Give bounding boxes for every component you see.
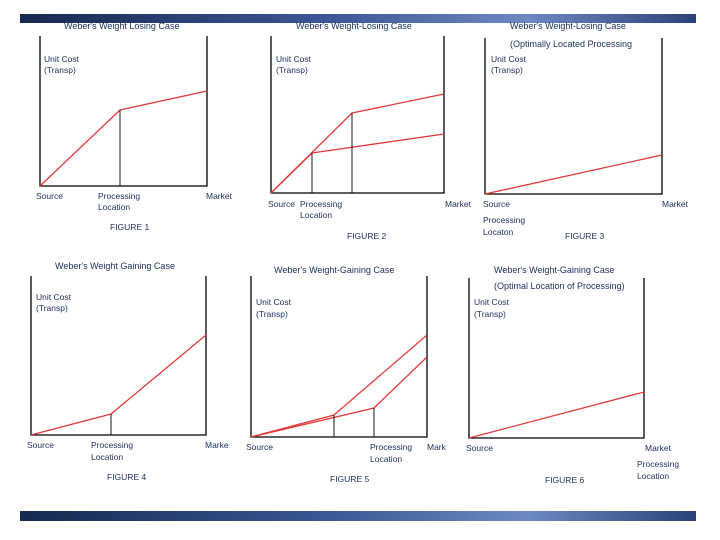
figure-5-cost-line-alternative [250, 334, 428, 438]
figure-1-caption: FIGURE 1 [110, 222, 149, 232]
figure-2-market-label: Market [445, 199, 472, 209]
figure-5-source-label: Source [246, 442, 273, 452]
figure-1-source-label: Source [36, 191, 63, 201]
figure-2: Weber's Weight-Losing Case Unit Cost (Tr… [268, 21, 472, 241]
figure-5-cost-line-optimal [250, 356, 428, 438]
figure-3-cost-line [484, 154, 663, 195]
figure-6-processing-label-2: Location [637, 471, 669, 481]
figure-4-processing-label-2: Location [91, 452, 123, 462]
figure-1-title: Weber's Weight Losing Case [64, 21, 179, 31]
figure-1-processing-label-1: Processing [98, 191, 140, 201]
figure-2-ylabel-line1: Unit Cost [276, 54, 312, 64]
figure-5-processing-label-2: Location [370, 454, 402, 464]
figure-5-processing-label-1: Processing [370, 442, 412, 452]
figure-4-source-label: Source [27, 440, 54, 450]
figure-5-market-label: Mark [427, 442, 447, 452]
figure-6-cost-line [468, 391, 645, 439]
figure-5-ylabel-line2: (Transp) [256, 309, 288, 319]
figure-4-ylabel-line2: (Transp) [36, 303, 68, 313]
figure-3-axes [484, 38, 663, 195]
figure-3-ylabel-line2: (Transp) [491, 65, 523, 75]
figure-3-source-label: Source [483, 199, 510, 209]
figure-4-ylabel-line1: Unit Cost [36, 292, 72, 302]
figure-6-ylabel-line1: Unit Cost [474, 297, 510, 307]
figure-2-cost-line-upper [270, 93, 445, 194]
figure-4-market-label: Marke [205, 440, 229, 450]
top-decorative-band [20, 14, 696, 23]
figure-6-source-label: Source [466, 443, 493, 453]
figure-1-ylabel-line1: Unit Cost [44, 54, 80, 64]
figure-2-title: Weber's Weight-Losing Case [296, 21, 412, 31]
figure-2-axes [270, 36, 445, 194]
figure-5: Weber's Weight-Gaining Case Unit Cost (T… [246, 265, 447, 484]
figure-1-ylabel-line2: (Transp) [44, 65, 76, 75]
bottom-decorative-band [20, 511, 696, 521]
figure-6-processing-label-1: Processing [637, 459, 679, 469]
figure-1-axes [39, 36, 208, 187]
figure-1-cost-line [39, 90, 208, 187]
figure-2-source-label: Source [268, 199, 295, 209]
figure-5-ylabel-line1: Unit Cost [256, 297, 292, 307]
figure-6-caption: FIGURE 6 [545, 475, 584, 485]
figure-3-market-label: Market [662, 199, 689, 209]
figure-3-processing-label-2: Locaton [483, 227, 514, 237]
figure-3-title: Weber's Weight-Losing Case [510, 21, 626, 31]
figure-6-subtitle: (Optimal Location of Processing) [494, 281, 625, 291]
figure-4-cost-line [30, 334, 207, 436]
figure-4-title: Weber's Weight Gaining Case [55, 261, 175, 271]
figure-2-ylabel-line2: (Transp) [276, 65, 308, 75]
figure-6-market-label: Market [645, 443, 672, 453]
figure-5-title: Weber's Weight-Gaining Case [274, 265, 394, 275]
figure-3-subtitle: (Optimally Located Processing [510, 39, 632, 49]
figure-2-processing-label-2: Location [300, 210, 332, 220]
figure-6-ylabel-line2: (Transp) [474, 309, 506, 319]
figure-2-caption: FIGURE 2 [347, 231, 386, 241]
figure-3: Weber's Weight-Losing Case (Optimally Lo… [483, 21, 689, 241]
figure-1: Weber's Weight Losing Case Unit Cost (Tr… [36, 21, 233, 232]
figure-4-processing-label-1: Processing [91, 440, 133, 450]
figure-2-cost-line-lower [270, 133, 445, 194]
figure-2-processing-label-1: Processing [300, 199, 342, 209]
figure-1-market-label: Market [206, 191, 233, 201]
figure-3-ylabel-line1: Unit Cost [491, 54, 527, 64]
figure-5-caption: FIGURE 5 [330, 474, 369, 484]
figure-5-axes [250, 276, 428, 438]
figure-4-caption: FIGURE 4 [107, 472, 146, 482]
figure-4: Weber's Weight Gaining Case Unit Cost (T… [27, 261, 229, 482]
figure-6-title: Weber's Weight-Gaining Case [494, 265, 614, 275]
figure-6-axes [468, 278, 645, 439]
figure-1-processing-label-2: Location [98, 202, 130, 212]
figure-6: Weber's Weight-Gaining Case (Optimal Loc… [466, 265, 679, 485]
figure-4-axes [30, 276, 207, 436]
figure-3-processing-label-1: Processing [483, 215, 525, 225]
figure-3-caption: FIGURE 3 [565, 231, 604, 241]
